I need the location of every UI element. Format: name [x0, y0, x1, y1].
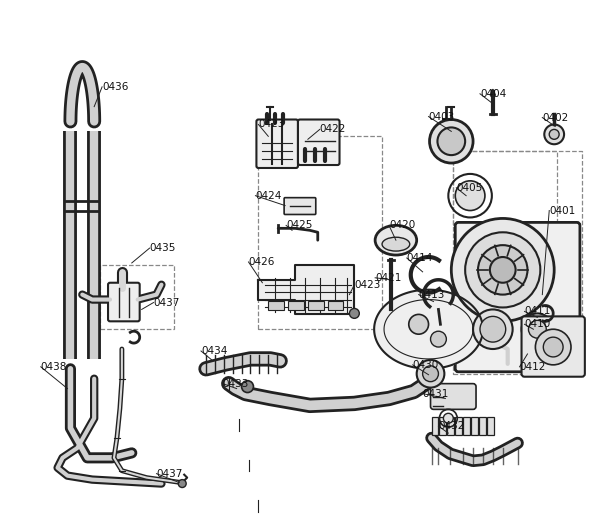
- Text: 0421: 0421: [375, 273, 402, 283]
- Text: 0422: 0422: [320, 125, 346, 134]
- Text: 0412: 0412: [520, 362, 546, 372]
- Text: 0410: 0410: [525, 320, 550, 329]
- FancyBboxPatch shape: [298, 119, 339, 165]
- Text: 0401: 0401: [549, 206, 575, 216]
- Text: 0436: 0436: [102, 82, 129, 92]
- Text: 0432: 0432: [438, 421, 465, 431]
- Bar: [327, 300, 343, 310]
- Bar: [447, 417, 454, 435]
- Circle shape: [349, 309, 359, 318]
- Circle shape: [543, 337, 563, 357]
- Circle shape: [549, 129, 559, 139]
- Circle shape: [455, 181, 485, 210]
- Bar: [487, 417, 494, 435]
- Bar: [100, 265, 174, 329]
- Text: 0438: 0438: [41, 362, 67, 372]
- FancyBboxPatch shape: [257, 119, 298, 168]
- Text: 0435: 0435: [150, 243, 176, 253]
- Text: 0414: 0414: [407, 253, 433, 263]
- Text: 0431: 0431: [422, 389, 449, 399]
- FancyBboxPatch shape: [522, 316, 585, 377]
- Text: 0437: 0437: [156, 469, 183, 479]
- Circle shape: [478, 245, 527, 295]
- Text: 0424: 0424: [255, 191, 282, 201]
- Bar: [453, 151, 582, 374]
- Circle shape: [529, 321, 546, 338]
- Bar: [288, 300, 304, 310]
- FancyBboxPatch shape: [284, 197, 316, 215]
- FancyBboxPatch shape: [108, 283, 140, 322]
- Bar: [308, 300, 324, 310]
- Circle shape: [465, 232, 540, 308]
- Text: 0425: 0425: [286, 220, 313, 231]
- Circle shape: [422, 366, 438, 382]
- Polygon shape: [374, 290, 483, 369]
- Circle shape: [444, 413, 453, 423]
- FancyBboxPatch shape: [455, 222, 580, 372]
- Circle shape: [451, 219, 554, 322]
- Bar: [463, 417, 470, 435]
- Text: 0405: 0405: [456, 183, 483, 193]
- Text: 0434: 0434: [201, 346, 227, 356]
- Bar: [479, 417, 486, 435]
- Text: 0404: 0404: [480, 89, 506, 99]
- Bar: [258, 136, 382, 329]
- Text: 0423: 0423: [355, 280, 381, 290]
- FancyBboxPatch shape: [431, 384, 476, 409]
- Bar: [455, 417, 462, 435]
- Circle shape: [480, 316, 506, 342]
- Circle shape: [417, 360, 444, 388]
- Text: 0433: 0433: [223, 378, 249, 389]
- Bar: [453, 151, 557, 225]
- Text: 0426: 0426: [248, 257, 275, 267]
- Circle shape: [490, 257, 516, 283]
- Text: 0437: 0437: [153, 297, 180, 308]
- Ellipse shape: [375, 225, 417, 255]
- Text: 0411: 0411: [525, 307, 551, 316]
- Polygon shape: [258, 265, 355, 314]
- Text: 0403: 0403: [428, 112, 455, 121]
- Text: 0420: 0420: [389, 220, 415, 231]
- Circle shape: [473, 310, 513, 349]
- Circle shape: [409, 314, 428, 334]
- Circle shape: [178, 480, 186, 488]
- Text: 0430: 0430: [413, 360, 439, 370]
- Bar: [268, 300, 284, 310]
- Circle shape: [545, 125, 564, 144]
- Bar: [431, 417, 438, 435]
- Circle shape: [535, 329, 571, 365]
- Circle shape: [431, 331, 447, 347]
- Circle shape: [430, 119, 473, 163]
- Circle shape: [241, 381, 254, 392]
- Circle shape: [437, 127, 465, 155]
- Bar: [471, 417, 478, 435]
- Circle shape: [522, 313, 553, 345]
- Text: 0413: 0413: [419, 290, 445, 300]
- Text: 0402: 0402: [542, 113, 569, 123]
- Bar: [440, 417, 447, 435]
- Ellipse shape: [382, 237, 409, 251]
- Text: 0423: 0423: [258, 119, 285, 129]
